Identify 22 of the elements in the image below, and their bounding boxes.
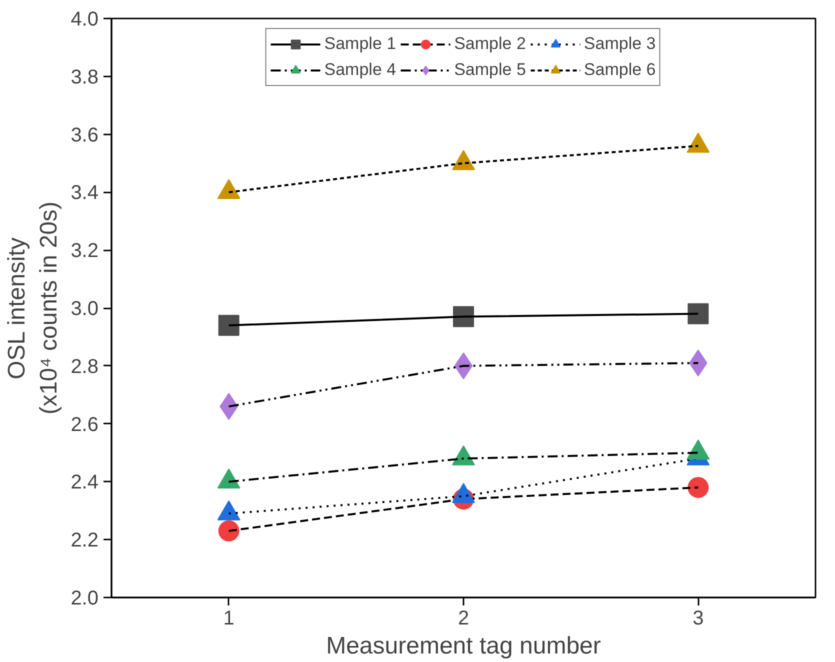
y-tick-label: 3.2 (70, 240, 99, 262)
y-tick-label: 3.4 (70, 182, 99, 204)
legend-label: Sample 2 (454, 34, 526, 54)
legend-label: Sample 5 (454, 60, 526, 80)
y-tick-label: 3.6 (70, 124, 99, 146)
x-tick-label: 2 (458, 608, 470, 630)
y-tick-label: 3.8 (70, 66, 99, 88)
x-axis-title: Measurement tag number (326, 632, 601, 660)
legend-label: Sample 1 (324, 34, 396, 54)
y-tick-label: 2.4 (70, 472, 99, 494)
y-axis-title: OSL intensity (x10⁴ counts in 20s) (3, 201, 63, 415)
legend-label: Sample 3 (584, 34, 656, 54)
y-tick-label: 4.0 (70, 8, 99, 30)
x-tick-label: 3 (692, 608, 704, 630)
legend-label: Sample 6 (584, 60, 656, 80)
x-tick-label: 1 (223, 608, 234, 630)
y-tick-label: 2.2 (70, 530, 99, 552)
legend-label: Sample 4 (324, 60, 396, 80)
y-tick-label: 2.6 (70, 414, 99, 436)
y-tick-label: 3.0 (70, 298, 99, 320)
y-tick-label: 2.8 (70, 356, 99, 378)
y-tick-label: 2.0 (70, 588, 99, 610)
